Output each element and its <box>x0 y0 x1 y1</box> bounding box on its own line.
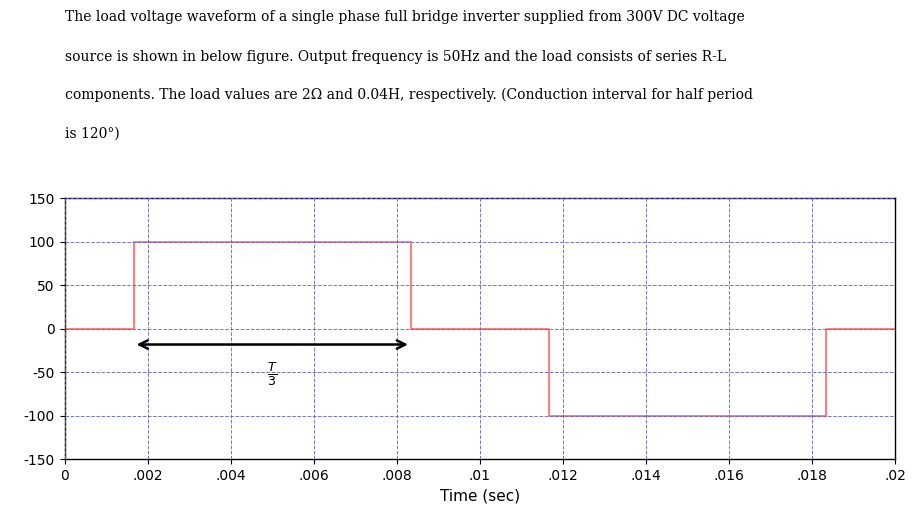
X-axis label: Time (sec): Time (sec) <box>440 489 520 504</box>
Text: is 120°): is 120°) <box>65 126 119 140</box>
Text: The load voltage waveform of a single phase full bridge inverter supplied from 3: The load voltage waveform of a single ph… <box>65 10 744 25</box>
Text: components. The load values are 2Ω and 0.04H, respectively. (Conduction interval: components. The load values are 2Ω and 0… <box>65 88 752 102</box>
Text: $\frac{T}{3}$: $\frac{T}{3}$ <box>267 360 278 388</box>
Text: source is shown in below figure. Output frequency is 50Hz and the load consists : source is shown in below figure. Output … <box>65 50 725 64</box>
